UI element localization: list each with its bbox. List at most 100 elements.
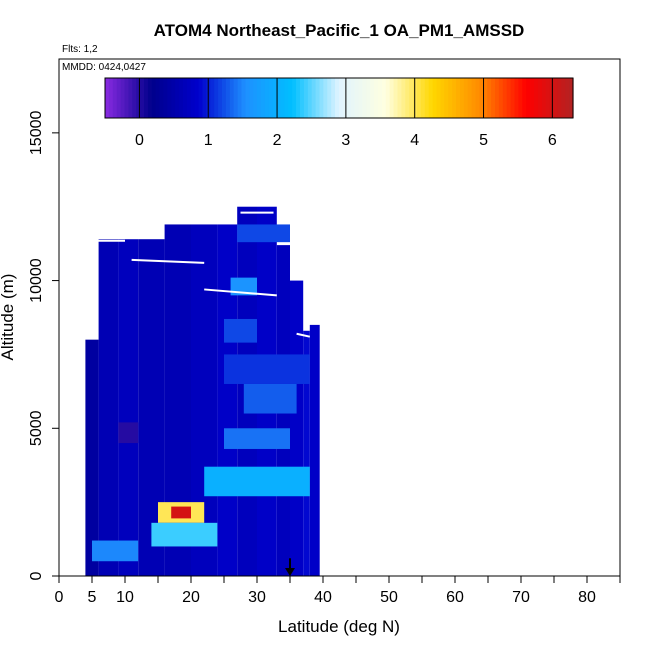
x-tick-label: 70 [512,589,530,606]
flight-track [204,288,277,297]
colorbar-swatch [537,78,543,118]
colorbar-swatch [498,78,504,118]
colorbar-swatch [491,78,496,118]
colorbar-swatch [264,78,270,118]
flight-track [131,258,205,264]
colorbar-swatch [518,78,523,118]
colorbar-swatch [280,78,285,118]
colorbar-swatch [463,78,469,118]
colorbar-tick-label: 4 [410,132,419,149]
colorbar-swatch [292,78,297,118]
flights-label: Flts: 1,2 [62,44,98,55]
colorbar-swatch [300,78,305,118]
data-column [290,280,304,576]
colorbar-swatch [366,78,371,118]
colorbar-swatch [405,78,410,118]
colorbar-swatch [483,78,488,118]
data-cell [151,522,218,547]
data-cell [230,277,257,296]
colorbar-swatch [163,78,168,118]
data-cell [92,540,139,562]
data-column [85,339,99,576]
colorbar-swatch [186,78,192,118]
chart-title: ATOM4 Northeast_Pacific_1 OA_PM1_AMSSD [154,21,525,40]
data-cell [224,318,257,343]
flight-track [296,332,311,338]
colorbar-swatch [452,78,457,118]
colorbar-swatch [417,78,422,118]
colorbar-swatch [257,78,262,118]
colorbar-swatch [475,78,480,118]
colorbar-swatch [569,78,574,118]
colorbar-swatch [249,78,254,118]
x-axis-label: Latitude (deg N) [278,617,400,636]
data-cell [237,224,290,243]
colorbar-swatch [171,78,176,118]
colorbar-swatch [288,78,293,118]
data-column [118,239,139,576]
x-tick-label: 50 [380,589,398,606]
colorbar-swatch [237,78,243,118]
colorbar-swatch [229,78,235,118]
colorbar-swatch [346,78,352,118]
colorbar-swatch [534,78,539,118]
colorbar-swatch [467,78,473,118]
colorbar-swatch [105,78,110,118]
colorbar-swatch [397,78,402,118]
colorbar-swatch [381,78,387,118]
colorbar-swatch [124,78,129,118]
colorbar-swatch [522,78,527,118]
colorbar-swatch [471,78,477,118]
plot-frame [58,58,621,577]
colorbar-swatch [378,78,383,118]
x-tick-label: 60 [446,589,464,606]
colorbar-swatch [194,78,200,118]
colorbar-swatch [218,78,223,118]
colorbar-swatch [202,78,207,118]
data-column [217,224,238,576]
colorbar-swatch [272,78,278,118]
colorbar-swatch [307,78,313,118]
colorbar-tick-label: 1 [204,132,213,149]
colorbar-swatch [393,78,399,118]
y-tick-label: 5000 [28,410,45,446]
colorbar-swatch [132,78,137,118]
colorbar-swatch [420,78,426,118]
colorbar-swatch [436,78,441,118]
colorbar-swatch [362,78,367,118]
colorbar-swatch [233,78,239,118]
colorbar-swatch [495,78,500,118]
y-tick-label: 15000 [28,111,45,156]
y-axis-label: Altitude (m) [0,274,17,361]
colorbar-tick-label: 6 [548,132,557,149]
colorbar-swatch [319,78,324,118]
colorbar-swatch [335,78,340,118]
colorbar-swatch [214,78,219,118]
data-cell [171,506,191,519]
colorbar-swatch [225,78,231,118]
colorbar-swatch [358,78,363,118]
colorbar-swatch [179,78,184,118]
colorbar-swatch [151,78,157,118]
colorbar-swatch [339,78,344,118]
x-tick-label: 40 [314,589,332,606]
data-cell [224,354,310,384]
colorbar-swatch [155,78,161,118]
arrow-head [285,568,295,576]
colorbar-swatch [210,78,215,118]
data-cell [118,422,139,444]
colorbar-swatch [479,78,484,118]
colorbar-frame [104,77,574,119]
colorbar-swatch [389,78,395,118]
x-tick-label: 30 [248,589,266,606]
colorbar-swatch [448,78,453,118]
colorbar-swatch [342,78,348,118]
data-column [98,239,119,576]
colorbar-swatch [261,78,266,118]
y-tick-label: 10000 [28,258,45,303]
colorbar-swatch [530,78,535,118]
colorbar-swatch [424,78,430,118]
colorbar-swatch [241,78,246,118]
colorbar-swatch [331,78,336,118]
